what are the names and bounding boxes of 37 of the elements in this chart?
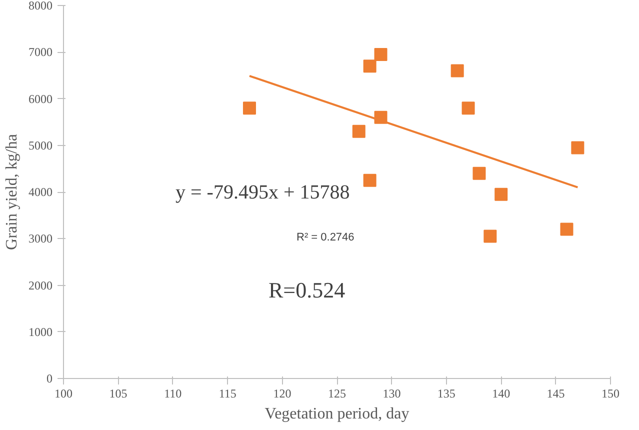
y-tick-label: 8000 <box>28 0 52 12</box>
x-tick-label: 120 <box>273 386 292 400</box>
point <box>484 230 497 243</box>
y-tick-label: 3000 <box>28 232 52 246</box>
point <box>242 102 256 115</box>
x-tick-label: 100 <box>54 386 72 400</box>
x-tick-label: 110 <box>164 386 182 400</box>
y-tick-label: 7000 <box>28 45 52 60</box>
x-tick-label: 105 <box>109 386 128 400</box>
y-tick-label: 4000 <box>28 185 52 199</box>
annotation: R² = 0.2746 <box>296 232 354 244</box>
y-tick-label: 5000 <box>28 138 52 152</box>
point <box>363 174 376 187</box>
y-tick-label: 1000 <box>28 324 52 339</box>
annotation: y = -79.495x + 15788 <box>176 182 350 204</box>
y-tick-label: 6000 <box>28 92 52 106</box>
x-axis-title: Vegetation period, day <box>264 406 410 422</box>
x-tick-label: 150 <box>602 386 620 400</box>
point <box>571 141 584 154</box>
y-tick-label: 0 <box>46 372 52 386</box>
point <box>472 166 486 180</box>
point <box>374 48 388 61</box>
point <box>462 102 475 115</box>
annotation: R=0.524 <box>268 278 346 302</box>
point <box>363 60 376 73</box>
point <box>494 188 508 201</box>
point <box>450 64 464 78</box>
x-tick-label: 140 <box>492 386 510 400</box>
x-tick-label: 135 <box>437 386 456 400</box>
y-axis-title: Grain yield, kg/ha <box>4 134 20 250</box>
y-tick-label: 2000 <box>28 278 52 292</box>
point <box>352 124 366 138</box>
x-tick-label: 115 <box>218 386 236 400</box>
x-tick-label: 145 <box>546 386 565 400</box>
x-tick-label: 125 <box>328 386 346 400</box>
point <box>560 222 574 236</box>
x-tick-label: 130 <box>382 386 401 400</box>
